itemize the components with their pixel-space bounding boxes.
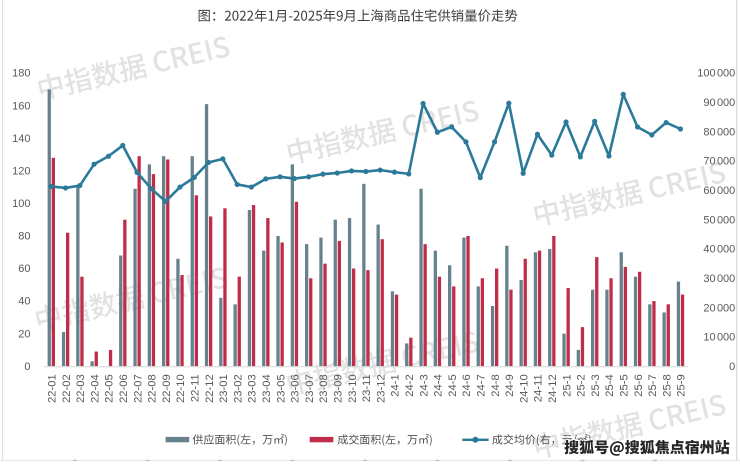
- svg-text:24-12: 24-12: [547, 374, 559, 403]
- svg-text:80000: 80000: [703, 126, 735, 138]
- svg-text:24-9: 24-9: [504, 374, 516, 396]
- svg-text:22-10: 22-10: [175, 374, 187, 403]
- svg-text:0: 0: [729, 361, 735, 373]
- svg-text:60000: 60000: [703, 185, 735, 197]
- svg-text:25-7: 25-7: [647, 374, 659, 396]
- svg-text:80: 80: [18, 231, 30, 243]
- svg-text:23-10: 23-10: [347, 374, 359, 403]
- svg-text:23-01: 23-01: [218, 374, 230, 403]
- svg-text:22-11: 22-11: [189, 374, 201, 402]
- svg-text:24-2: 24-2: [404, 374, 416, 396]
- svg-text:40: 40: [18, 296, 30, 308]
- svg-text:25-8: 25-8: [661, 374, 673, 396]
- svg-text:23-05: 23-05: [275, 374, 287, 403]
- svg-text:100000: 100000: [697, 68, 735, 80]
- svg-text:10000: 10000: [703, 332, 735, 344]
- svg-text:23-02: 23-02: [232, 374, 244, 403]
- svg-text:24-1: 24-1: [390, 374, 402, 396]
- svg-text:50000: 50000: [703, 214, 735, 226]
- svg-text:40000: 40000: [703, 244, 735, 256]
- svg-text:24-5: 24-5: [447, 374, 459, 396]
- svg-text:24-8: 24-8: [490, 374, 502, 396]
- svg-text:25-1: 25-1: [561, 374, 573, 396]
- svg-text:60: 60: [18, 263, 30, 275]
- svg-text:25-2: 25-2: [576, 374, 588, 396]
- svg-text:22-02: 22-02: [61, 374, 73, 403]
- svg-text:24-4: 24-4: [433, 374, 445, 396]
- svg-text:100: 100: [12, 198, 30, 210]
- svg-text:30000: 30000: [703, 273, 735, 285]
- svg-text:23-09: 23-09: [332, 374, 344, 403]
- svg-text:20: 20: [18, 328, 30, 340]
- svg-text:25-4: 25-4: [604, 374, 616, 396]
- svg-text:24-10: 24-10: [518, 374, 530, 403]
- svg-text:23-11: 23-11: [361, 374, 373, 402]
- svg-text:0: 0: [24, 361, 30, 373]
- svg-text:25-6: 25-6: [633, 374, 645, 396]
- svg-text:23-04: 23-04: [261, 374, 273, 403]
- svg-text:24-6: 24-6: [461, 374, 473, 396]
- svg-text:23-06: 23-06: [290, 374, 302, 403]
- svg-text:24-11: 24-11: [533, 374, 545, 402]
- svg-text:22-12: 22-12: [204, 374, 216, 403]
- svg-text:120: 120: [12, 165, 30, 177]
- svg-text:22-04: 22-04: [89, 374, 101, 403]
- svg-text:22-01: 22-01: [46, 374, 58, 403]
- svg-text:23-12: 23-12: [375, 374, 387, 403]
- svg-text:24-7: 24-7: [475, 374, 487, 396]
- svg-text:22-05: 22-05: [104, 374, 116, 403]
- svg-text:25-5: 25-5: [618, 374, 630, 396]
- svg-text:22-06: 22-06: [118, 374, 130, 403]
- svg-text:24-3: 24-3: [418, 374, 430, 396]
- svg-text:23-03: 23-03: [247, 374, 259, 403]
- svg-text:22-09: 22-09: [161, 374, 173, 403]
- svg-text:25-3: 25-3: [590, 374, 602, 396]
- svg-text:23-07: 23-07: [304, 374, 316, 403]
- svg-text:25-9: 25-9: [676, 374, 688, 396]
- svg-text:20000: 20000: [703, 302, 735, 314]
- svg-text:90000: 90000: [703, 97, 735, 109]
- svg-text:22-03: 22-03: [75, 374, 87, 403]
- svg-text:70000: 70000: [703, 156, 735, 168]
- svg-text:180: 180: [12, 68, 30, 80]
- svg-text:22-08: 22-08: [147, 374, 159, 403]
- svg-text:22-07: 22-07: [132, 374, 144, 403]
- svg-text:160: 160: [12, 100, 30, 112]
- svg-text:140: 140: [12, 133, 30, 145]
- svg-text:23-08: 23-08: [318, 374, 330, 403]
